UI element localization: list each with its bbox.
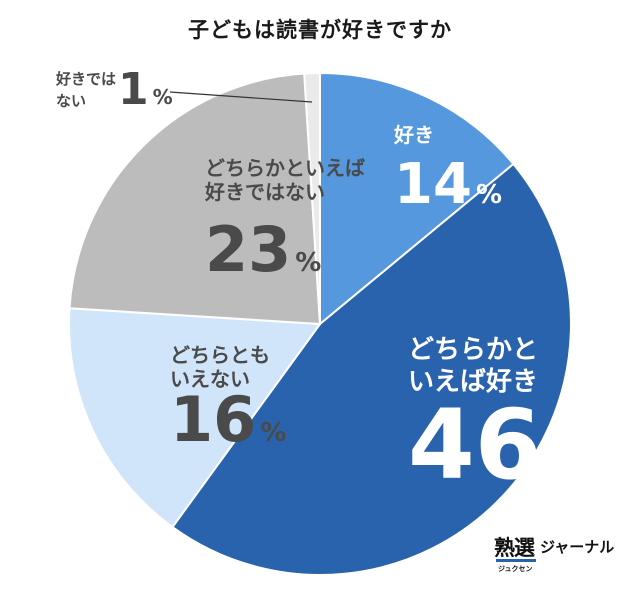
pie-slice-1 <box>171 162 572 576</box>
slice-label-0-line-0: 好き <box>393 123 434 147</box>
leader-line-4 <box>169 91 313 103</box>
pie-slices <box>68 71 572 576</box>
logo-sub-text: ジャーナル <box>540 538 615 556</box>
pie-slice-3 <box>68 72 322 326</box>
slice-value-3: 23% <box>205 213 321 286</box>
slice-label-1-line-0: どちらかと <box>408 335 538 365</box>
slice-label-4-line-0: 好きでは <box>55 70 116 88</box>
slice-label-3-line-1: 好きではない <box>204 180 325 204</box>
slice-label-2-line-0: どちらとも <box>170 343 270 367</box>
site-logo: 熟選 ジャーナル ジュクセン <box>494 532 624 578</box>
slice-value-4: 1% <box>118 64 173 115</box>
slice-label-3-line-0: どちらかといえば <box>205 156 365 180</box>
slice-value-0: 14% <box>394 152 502 217</box>
pie-slice-0 <box>319 71 515 327</box>
chart-title: 子どもは読書が好きですか <box>188 18 452 42</box>
pie-slice-4 <box>303 71 321 325</box>
slice-label-4-line-1: ない <box>56 92 86 110</box>
pie-slice-2 <box>68 307 322 529</box>
slice-label-1-line-1: いえば好き <box>408 367 538 397</box>
slice-value-2: 16% <box>170 383 286 456</box>
slice-label-2-line-1: いえない <box>170 367 250 391</box>
slice-value-1: 46% <box>408 389 580 501</box>
logo-underline <box>496 559 536 562</box>
logo-main-text: 熟選 <box>494 536 535 560</box>
logo-ruby-text: ジュクセン <box>498 565 533 573</box>
